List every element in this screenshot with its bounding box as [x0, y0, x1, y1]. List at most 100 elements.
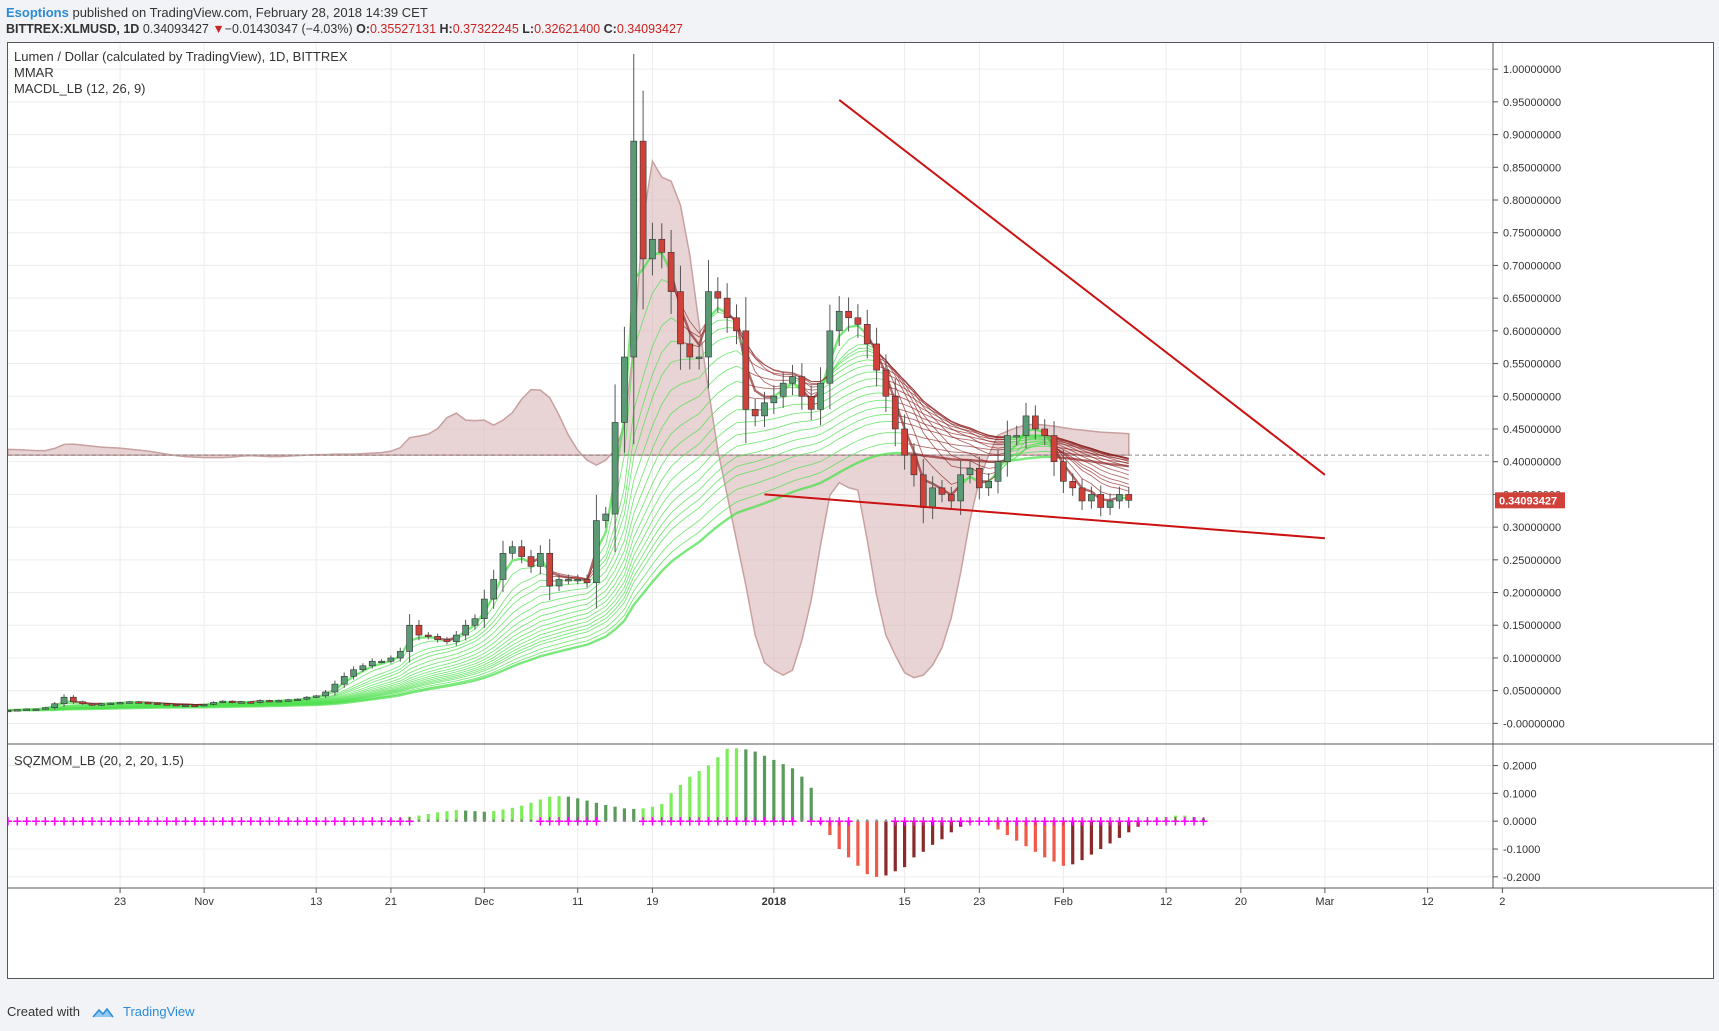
candle-body: [60, 696, 68, 705]
mmar-moving-average: [596, 317, 681, 567]
squeeze-cross: ·: [501, 815, 506, 830]
squeeze-cross: ·: [416, 815, 421, 830]
created-with-label: Created with: [7, 1004, 80, 1019]
time-tick-label: 2018: [762, 896, 786, 908]
candle-body: [172, 704, 180, 707]
tradingview-brand[interactable]: TradingView: [123, 1004, 195, 1019]
momentum-bar: [846, 821, 851, 858]
mmar-moving-average: [708, 327, 737, 338]
time-tick-label: 15: [898, 896, 910, 908]
tradingview-logo-icon: [92, 1007, 114, 1018]
high-value: 0.37322245: [452, 22, 519, 36]
squeeze-cross: ·: [622, 815, 627, 830]
mmar-moving-average: [895, 407, 1008, 441]
momentum-bar: [856, 821, 860, 866]
author-link[interactable]: Esoptions: [6, 5, 69, 20]
momentum-bar: [510, 807, 514, 822]
momentum-bar: [734, 748, 739, 822]
squeeze-cross: +: [283, 815, 294, 830]
candle-body: [621, 356, 628, 423]
squeeze-cross: ·: [883, 815, 888, 830]
momentum-bar: [492, 811, 496, 822]
squeeze-cross: +: [834, 815, 845, 830]
squeeze-cross: +: [264, 815, 275, 830]
candle-body: [70, 696, 77, 703]
candle-body: [1050, 435, 1058, 462]
price-change: −0.01430347 (−4.03%): [224, 22, 353, 36]
candle-body: [789, 376, 796, 384]
squeeze-cross: +: [563, 815, 574, 830]
squeeze-cross: +: [404, 815, 415, 830]
price-tick-label: 0.10000000: [1503, 653, 1561, 665]
candle-body: [686, 343, 694, 358]
chart-canvas[interactable]: ++++++++++++++++++++++++++++++++++++++++…: [8, 43, 1713, 978]
candle-body: [14, 709, 21, 712]
candle-body: [901, 428, 908, 456]
momentum-bar: [379, 820, 384, 822]
squeeze-cross: ·: [865, 815, 870, 830]
candle-body: [1116, 494, 1123, 502]
mmar-moving-average: [736, 327, 821, 384]
momentum-bar: [949, 821, 953, 833]
mmar-moving-average: [1007, 438, 1055, 443]
mmar-moving-average: [1053, 444, 1129, 480]
momentum-bar: [1099, 821, 1103, 850]
momentum-bar: [529, 802, 533, 822]
squeeze-cross: +: [1161, 815, 1172, 830]
price-tick-label: 0.60000000: [1503, 326, 1561, 338]
momentum-bar: [566, 796, 570, 822]
mmar-moving-average: [549, 559, 597, 580]
sqz-tick-label: -0.1000: [1503, 844, 1540, 856]
momentum-bar: [1015, 821, 1019, 841]
squeeze-cross: ·: [482, 815, 487, 830]
candle-body: [8, 709, 12, 713]
chart-area[interactable]: + + + + + + + + + + + + + + + + + + + + + + + + + + + + + + + + + + + + + + + +…: [7, 42, 1714, 979]
momentum-bar: [1173, 815, 1178, 822]
mmar-moving-average: [820, 371, 887, 397]
open-label: O:: [356, 22, 370, 36]
momentum-bar: [1052, 821, 1056, 862]
momentum-bar: [594, 802, 598, 822]
candle-body: [714, 291, 722, 299]
momentum-bar: [1155, 818, 1159, 822]
candle-body: [238, 701, 245, 704]
squeeze-cross: +: [1114, 815, 1125, 830]
mmar-moving-average: [1053, 455, 1129, 468]
squeeze-cross: +: [815, 815, 826, 830]
candle-body: [798, 376, 806, 397]
squeeze-cross: +: [1189, 815, 1200, 830]
candle-body: [761, 402, 768, 417]
squeeze-cross: +: [806, 815, 817, 830]
squeeze-cross: ·: [529, 815, 534, 830]
squeeze-cross: +: [722, 815, 733, 830]
sqz-tick-label: -0.2000: [1503, 872, 1540, 884]
squeeze-cross: +: [750, 815, 761, 830]
momentum-bar: [1117, 821, 1122, 838]
squeeze-cross: +: [1030, 815, 1041, 830]
momentum-bar: [408, 816, 412, 822]
squeeze-cross: +: [311, 815, 322, 830]
squeeze-cross: +: [544, 815, 555, 830]
candle-body: [938, 487, 946, 495]
squeeze-cross: +: [217, 815, 228, 830]
squeeze-cross: +: [554, 815, 565, 830]
mmar-moving-average: [866, 337, 961, 485]
mmar-moving-average: [549, 565, 597, 580]
candle-body: [116, 702, 124, 705]
candle-body: [882, 369, 890, 397]
squeeze-cross: +: [8, 815, 13, 830]
time-tick-label: 23: [973, 896, 985, 908]
momentum-bar: [931, 821, 935, 845]
candle-body: [630, 140, 638, 358]
candle-body: [154, 702, 161, 705]
price-tick-label: 0.30000000: [1503, 522, 1561, 534]
squeeze-cross: +: [666, 815, 677, 830]
squeeze-cross: +: [12, 815, 23, 830]
candle-body: [1069, 481, 1077, 489]
candle-body: [284, 699, 292, 702]
close-value: 0.34093427: [616, 22, 683, 36]
candle-body: [247, 701, 255, 704]
price-tick-label: 0.95000000: [1503, 97, 1561, 109]
squeeze-cross: +: [1123, 815, 1134, 830]
mmar-moving-average: [596, 340, 681, 571]
